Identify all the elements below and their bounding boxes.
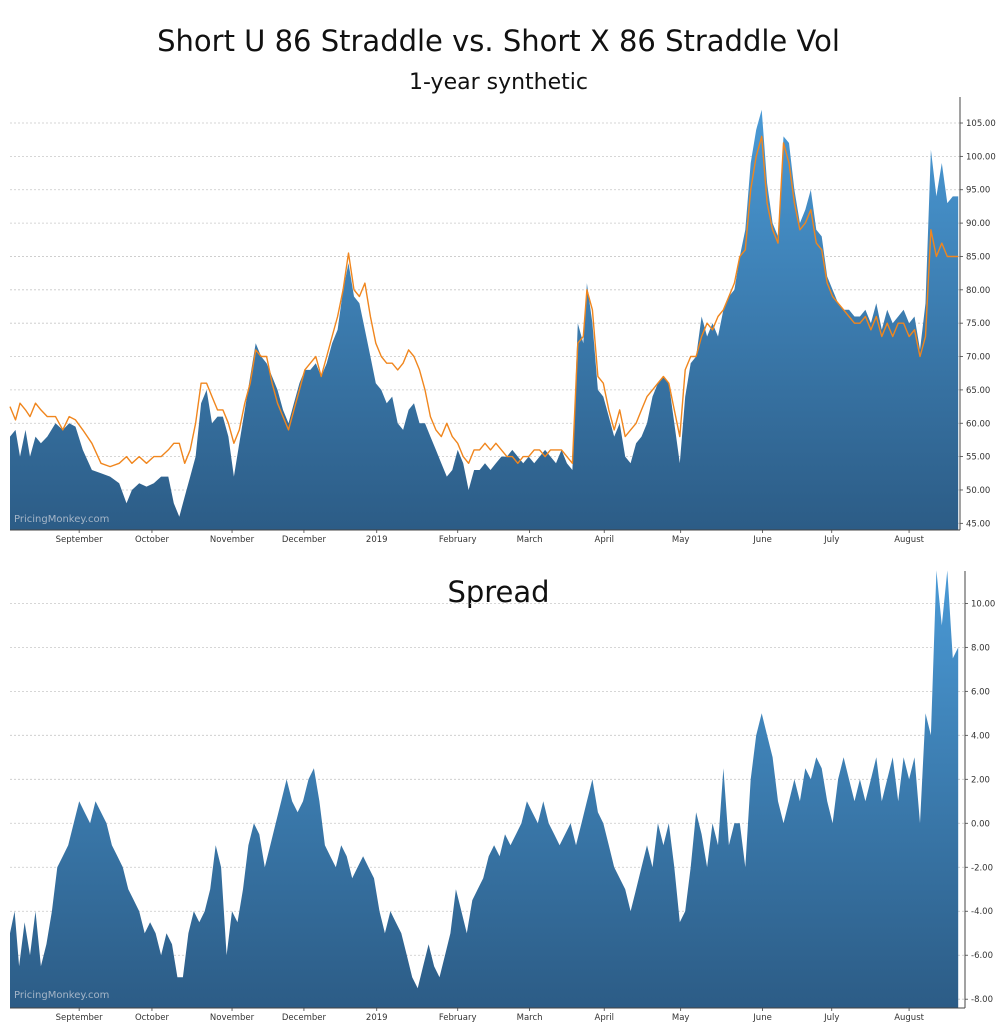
y-tick-label: 6.00 [971,687,990,697]
area-series [10,570,959,1008]
x-tick-label: December [282,1013,327,1023]
x-tick-label: July [823,535,839,545]
y-tick-label: -4.00 [971,907,993,917]
vol-chart: 45.00 50.00 55.00 60.00 65.00 70.00 75.00 80.00… [9,97,996,545]
x-tick-label: July [823,1013,839,1023]
y-tick-label: 100.00 [966,152,996,162]
x-tick-label: May [672,535,690,545]
x-tick-label: 2019 [366,535,388,545]
x-tick-label: October [135,1013,170,1023]
x-tick-label: August [894,535,924,545]
line-series [9,135,959,468]
x-tick-label: December [282,535,327,545]
x-tick-label: August [894,1013,924,1023]
y-tick-label: 0.00 [971,819,990,829]
y-tick-label: 70.00 [966,353,990,363]
x-tick-label: November [210,535,255,545]
y-tick-label: -8.00 [971,995,993,1005]
y-tick-label: 95.00 [966,186,990,196]
x-tick-label: March [517,1013,543,1023]
y-tick-label: 8.00 [971,643,990,653]
x-tick-label: 2019 [366,1013,388,1023]
y-tick-label: 90.00 [966,219,990,229]
x-tick-label: September [56,535,103,545]
y-tick-label: 4.00 [971,731,990,741]
chart-subtitle: 1-year synthetic [409,70,588,95]
y-tick-label: 75.00 [966,319,990,329]
y-tick-label: 45.00 [966,519,990,529]
watermark-top: PricingMonkey.com [14,514,110,525]
chart-title: Short U 86 Straddle vs. Short X 86 Strad… [157,24,840,58]
x-tick-label: October [135,535,170,545]
x-tick-label: June [752,1013,772,1023]
x-tick-label: February [439,535,477,545]
y-tick-label: -2.00 [971,863,993,873]
y-tick-label: 50.00 [966,486,990,496]
y-tick-label: 60.00 [966,419,990,429]
x-tick-label: April [595,1013,614,1023]
x-tick-label: April [595,535,614,545]
x-tick-label: September [56,1013,103,1023]
x-tick-label: February [439,1013,477,1023]
y-tick-label: 10.00 [971,599,995,609]
area-series [10,109,959,530]
x-tick-label: March [517,535,543,545]
y-tick-label: 85.00 [966,252,990,262]
y-tick-label: 80.00 [966,286,990,296]
x-tick-label: June [752,535,772,545]
y-tick-label: 105.00 [966,119,996,129]
x-tick-label: November [210,1013,255,1023]
y-tick-label: 55.00 [966,453,990,463]
x-tick-label: May [672,1013,690,1023]
y-tick-label: 65.00 [966,386,990,396]
watermark-bottom: PricingMonkey.com [14,990,110,1001]
y-tick-label: -6.00 [971,951,993,961]
y-tick-label: 2.00 [971,775,990,785]
